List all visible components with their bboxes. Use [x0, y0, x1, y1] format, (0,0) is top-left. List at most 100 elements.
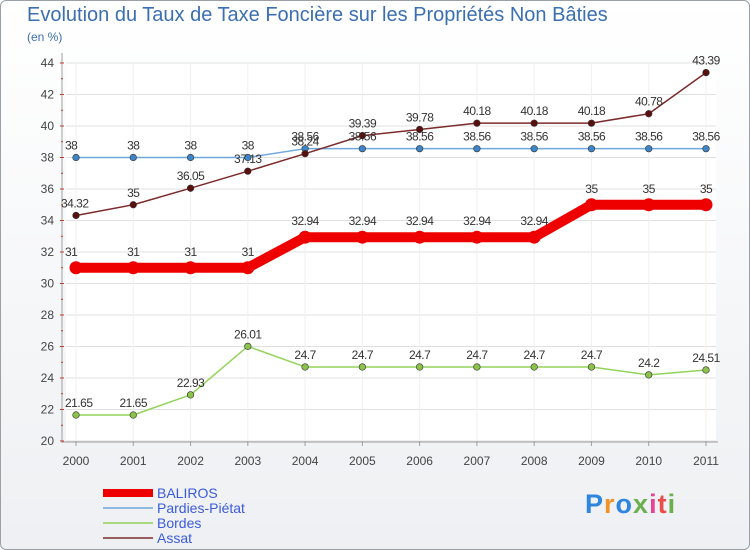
data-label: 38.56	[406, 130, 434, 144]
data-label: 38.56	[463, 130, 491, 144]
data-label: 24.7	[294, 348, 316, 362]
data-label: 40.18	[463, 104, 491, 118]
data-point	[642, 198, 656, 212]
x-tick-label: 2000	[63, 454, 90, 468]
data-point	[702, 145, 710, 153]
data-point	[702, 69, 710, 77]
y-tick-label: 32	[41, 245, 55, 259]
data-point	[699, 198, 713, 212]
data-point	[358, 132, 366, 140]
data-label: 31	[65, 245, 78, 259]
series-line-assat	[75, 71, 707, 217]
data-point	[129, 201, 137, 209]
data-point	[473, 363, 481, 371]
data-point	[530, 363, 538, 371]
data-point	[129, 411, 137, 419]
data-label: 38	[184, 139, 197, 153]
legend-label: BALIROS	[157, 485, 218, 501]
y-tick-label: 44	[41, 56, 55, 70]
data-point	[645, 110, 653, 118]
x-tick-label: 2005	[349, 454, 376, 468]
data-label: 40.18	[520, 104, 548, 118]
data-point	[244, 167, 252, 175]
y-tick-label: 20	[41, 434, 55, 448]
legend-label: Bordes	[157, 515, 201, 531]
data-point	[473, 119, 481, 127]
data-label: 21.65	[65, 396, 93, 410]
series-line-bordes	[75, 345, 707, 416]
data-label: 35	[643, 182, 656, 196]
y-tick-label: 38	[41, 151, 55, 165]
series-line-pardies-piétat	[75, 147, 707, 159]
data-point	[69, 261, 83, 275]
y-tick-label: 40	[41, 119, 55, 133]
data-label: 26.01	[234, 327, 262, 341]
data-point	[244, 342, 252, 350]
data-point	[126, 261, 140, 275]
data-point	[301, 363, 309, 371]
data-label: 40.78	[635, 95, 663, 109]
x-tick-label: 2001	[120, 454, 147, 468]
data-point	[358, 145, 366, 153]
y-tick-label: 42	[41, 88, 55, 102]
data-label: 24.7	[466, 348, 488, 362]
data-label: 31	[242, 245, 255, 259]
x-tick-label: 2009	[578, 454, 605, 468]
data-point	[72, 411, 80, 419]
data-label: 32.94	[406, 214, 434, 228]
data-point	[244, 153, 252, 162]
data-point	[186, 184, 195, 192]
data-label: 38.56	[520, 130, 548, 144]
data-point	[587, 145, 596, 153]
data-label: 31	[127, 245, 140, 259]
data-label: 35	[585, 182, 598, 196]
data-point	[587, 363, 596, 371]
data-point	[416, 125, 424, 134]
x-tick-label: 2008	[521, 454, 548, 468]
data-label: 24.7	[409, 348, 431, 362]
chart-title: Evolution du Taux de Taxe Foncière sur l…	[27, 4, 608, 26]
data-label: 38.56	[291, 130, 319, 144]
data-label: 35	[127, 186, 140, 200]
series-line-baliros	[71, 199, 711, 273]
data-point	[473, 145, 481, 153]
data-point	[416, 363, 424, 371]
data-label: 32.94	[463, 214, 491, 228]
data-point	[413, 230, 427, 244]
proxiti-logo: Proxiti	[585, 489, 677, 519]
data-point	[416, 145, 424, 153]
x-tick-label: 2002	[177, 454, 204, 468]
data-label: 24.7	[352, 348, 374, 362]
data-label: 39.39	[349, 117, 377, 131]
data-label: 24.2	[638, 356, 660, 370]
data-point	[358, 363, 366, 371]
data-label: 38.56	[349, 130, 377, 144]
data-point	[184, 261, 198, 275]
data-label: 40.18	[578, 104, 606, 118]
data-label: 37.13	[234, 152, 262, 166]
data-label: 34.32	[61, 196, 89, 210]
y-tick-label: 24	[41, 371, 55, 385]
data-label: 38.24	[291, 135, 319, 149]
data-point	[470, 230, 484, 244]
data-label: 21.65	[120, 396, 148, 410]
data-label: 22.93	[177, 376, 205, 390]
y-tick-label: 26	[41, 340, 55, 354]
data-point	[645, 371, 653, 379]
data-point	[530, 145, 538, 153]
data-point	[72, 211, 80, 220]
x-tick-label: 2003	[234, 454, 261, 468]
data-label: 38.56	[635, 130, 663, 144]
y-tick-label: 34	[41, 214, 55, 228]
data-label: 39.78	[406, 110, 434, 124]
data-label: 31	[184, 245, 197, 259]
data-label: 36.05	[177, 169, 205, 183]
data-label: 38.56	[692, 130, 720, 144]
data-point	[186, 391, 195, 399]
legend-label: Pardies-Piétat	[157, 500, 245, 516]
data-point	[527, 230, 541, 244]
data-point	[298, 230, 312, 244]
data-point	[587, 119, 596, 127]
data-label: 35	[700, 182, 713, 196]
